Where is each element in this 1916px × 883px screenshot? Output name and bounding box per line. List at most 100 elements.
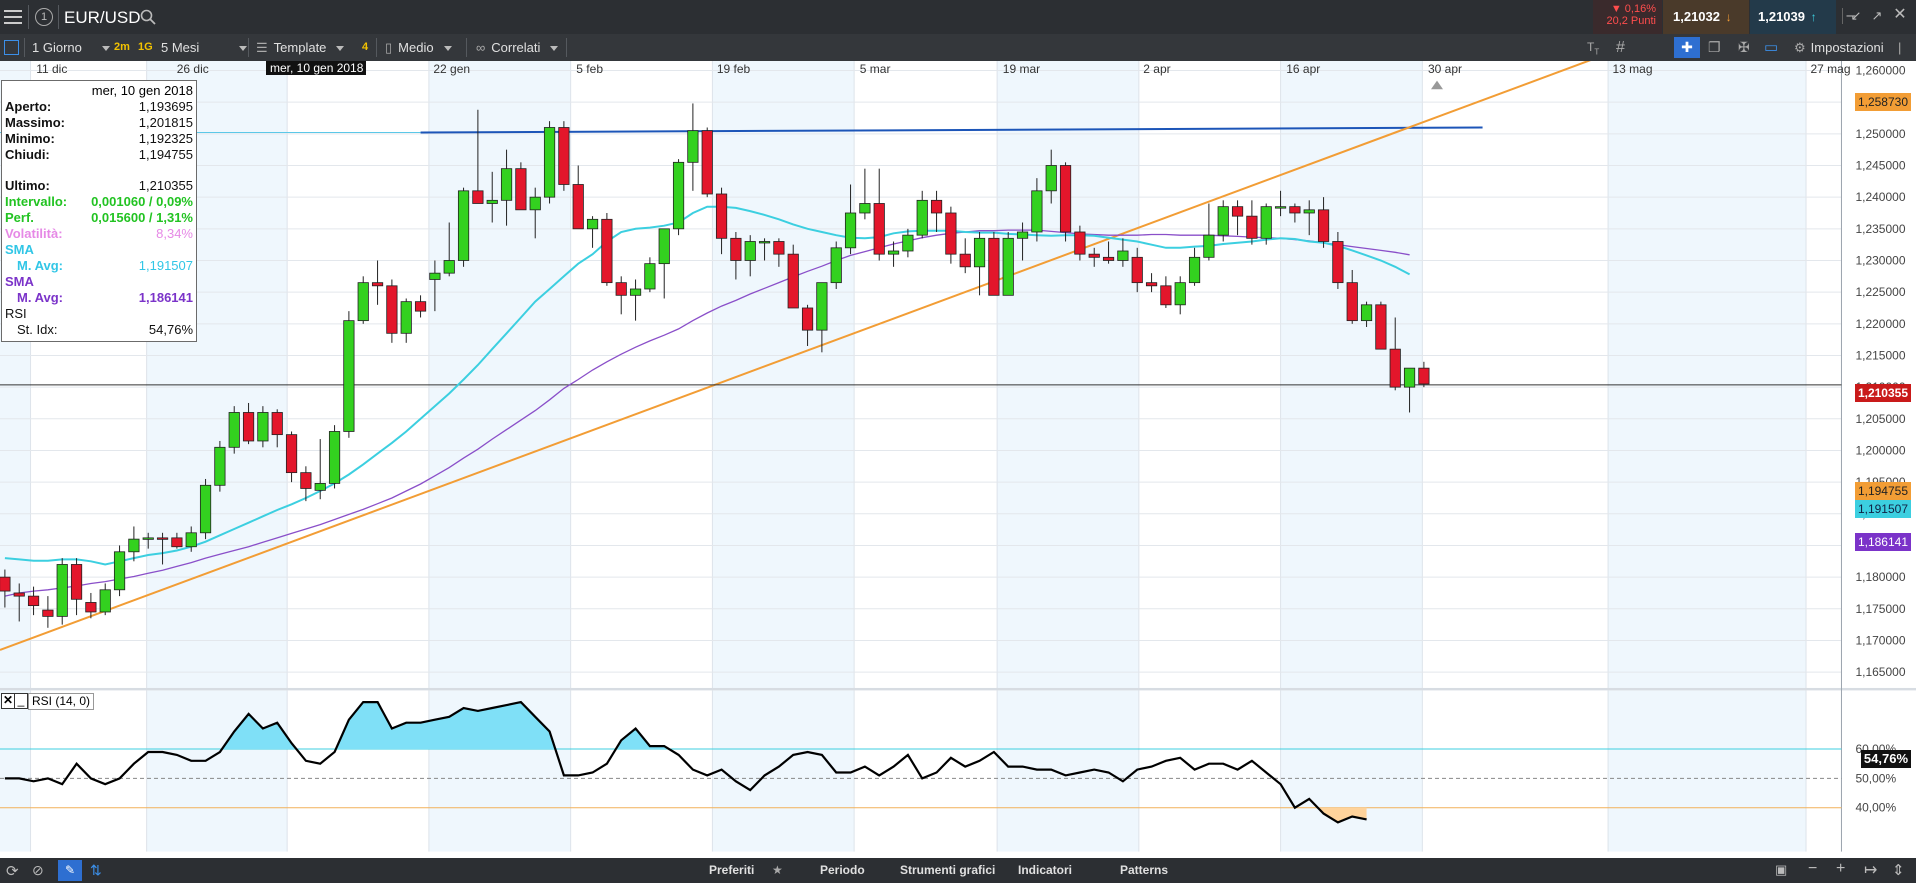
candle-body	[816, 282, 828, 331]
candle	[457, 187, 470, 267]
candle-body	[113, 551, 126, 591]
menu-icon[interactable]	[4, 9, 22, 25]
rsi-minimize-button[interactable]: _	[14, 693, 28, 709]
period-tab[interactable]: Periodo	[820, 863, 865, 877]
top-price-tag: 1,258730	[1854, 93, 1911, 111]
candle-body	[1102, 256, 1115, 261]
refresh-icon[interactable]: ⟳	[6, 863, 19, 880]
candle	[285, 431, 298, 483]
candle	[1074, 225, 1086, 261]
candle	[787, 244, 799, 309]
close-price-tag: 1,194755	[1854, 482, 1911, 500]
chart-background	[0, 61, 1916, 852]
sma2-price-tag: 1,186141	[1854, 533, 1911, 551]
settings-button[interactable]: ⚙ Impostazioni	[1794, 34, 1884, 61]
star-icon[interactable]: ★	[772, 863, 783, 877]
pencil-tool-button[interactable]: ✎	[58, 860, 82, 881]
info-date-row: mer, 10 gen 2018	[5, 83, 193, 99]
price-chart[interactable]: 1,1650001,1700001,1750001,1800001,185000…	[0, 61, 1916, 858]
info-icon[interactable]: 1	[35, 8, 53, 26]
candle	[687, 103, 699, 191]
candle	[1102, 241, 1115, 264]
crosshair-date-text: mer, 10 gen 2018	[270, 61, 364, 75]
chart-type-select[interactable]: ▯ Medio	[385, 34, 452, 61]
buy-price-button[interactable]: 1,21039 ↑	[1750, 0, 1836, 34]
candle-body	[300, 472, 312, 489]
range-select[interactable]: 5 Mesi	[161, 34, 248, 61]
screenshot-icon[interactable]: ▣	[1775, 862, 1788, 877]
patterns-tab[interactable]: Patterns	[1120, 863, 1169, 877]
panel-icon[interactable]	[4, 40, 19, 55]
sell-price: 1,21032	[1673, 9, 1720, 24]
rsi-value-tag: 54,76%	[1860, 750, 1911, 768]
candle	[730, 231, 742, 280]
fit-icon[interactable]: ↦	[1864, 862, 1878, 879]
candle	[1217, 200, 1229, 242]
candle	[242, 402, 255, 445]
candle	[988, 231, 1000, 296]
candle	[85, 592, 97, 619]
correlated-select[interactable]: ∞ Correlati	[476, 34, 559, 61]
layers-icon[interactable]: ❐	[1708, 39, 1721, 55]
res-2m-button[interactable]: 2m	[114, 34, 130, 61]
symbol-label[interactable]: EUR/USD	[64, 8, 141, 27]
y-tick-label: 1,220000	[1855, 317, 1905, 331]
candle	[1360, 301, 1373, 327]
ohlc-info-panel: mer, 10 gen 2018 Aperto: 1,193695 Massimo…	[1, 80, 197, 342]
text-tool-icon[interactable]: TT	[1587, 40, 1600, 57]
indicators-tab[interactable]: Indicatori	[1018, 863, 1073, 877]
pin-icon[interactable]: ✠	[1738, 39, 1750, 55]
candle-body	[228, 412, 240, 448]
date-band	[1280, 690, 1423, 852]
scale-icon[interactable]: ⇕	[1892, 862, 1905, 879]
zoom-in-icon[interactable]: +	[1836, 860, 1846, 877]
interval-select[interactable]: 1 Giorno	[32, 34, 110, 61]
close-icon[interactable]: ✕	[1893, 6, 1907, 23]
collapse-panel-icon[interactable]: |	[1898, 40, 1902, 55]
res-1g-button[interactable]: 1G	[138, 34, 153, 61]
candle-body	[844, 212, 857, 249]
info-label: Volatilità:	[5, 226, 63, 241]
candle	[142, 532, 154, 549]
popout-icon[interactable]: ↗	[1871, 8, 1883, 23]
grid-icon[interactable]: #	[1616, 39, 1625, 56]
candle	[543, 121, 556, 204]
rsi-close-button[interactable]: ✕	[1, 693, 15, 709]
candle-body	[658, 228, 670, 265]
candle-body	[830, 247, 842, 284]
panel-separator	[0, 687, 1916, 691]
minimize-icon[interactable]: –	[1842, 8, 1859, 24]
draw-shape-icon[interactable]: ▭	[1764, 39, 1779, 56]
candle-body	[1346, 282, 1358, 322]
candle	[300, 466, 312, 502]
info-row-last: Ultimo: 1,210355	[5, 178, 193, 194]
candle	[56, 558, 68, 625]
toolbar-divider	[466, 38, 467, 57]
magnet-icon[interactable]: ⇅	[90, 862, 102, 878]
info-label: Ultimo:	[5, 178, 50, 193]
info-value: 1,193695	[138, 99, 193, 114]
crosshair-tool-icon[interactable]: ✚	[1674, 37, 1700, 58]
candle-body	[70, 564, 83, 600]
sell-price-button[interactable]: 1,21032 ↓	[1663, 0, 1749, 34]
resistance-line	[420, 126, 1483, 134]
info-label: Chiudi:	[5, 147, 50, 162]
template-select[interactable]: ☰ Template	[256, 34, 345, 61]
zoom-out-icon[interactable]: −	[1808, 860, 1818, 877]
disable-icon[interactable]: ⊘	[32, 862, 44, 878]
collapse-icon[interactable]: ↙	[1850, 8, 1862, 23]
drawing-tools-tab[interactable]: Strumenti grafici	[900, 863, 996, 877]
candle-body	[1289, 206, 1301, 214]
change-points: 20,2 Punti	[1606, 15, 1656, 27]
rsi-overbought-fill	[221, 702, 669, 750]
y-tick-label: 1,260000	[1855, 63, 1905, 77]
info-row-open: Aperto: 1,193695	[5, 99, 193, 115]
favorites-tab[interactable]: Preferiti	[709, 863, 755, 877]
candle-body	[27, 595, 40, 607]
search-icon[interactable]	[140, 9, 156, 25]
candle	[42, 596, 54, 628]
candle	[586, 216, 599, 248]
y-tick-label: 1,230000	[1855, 253, 1905, 267]
candle-body	[586, 218, 599, 230]
date-band	[712, 690, 855, 852]
